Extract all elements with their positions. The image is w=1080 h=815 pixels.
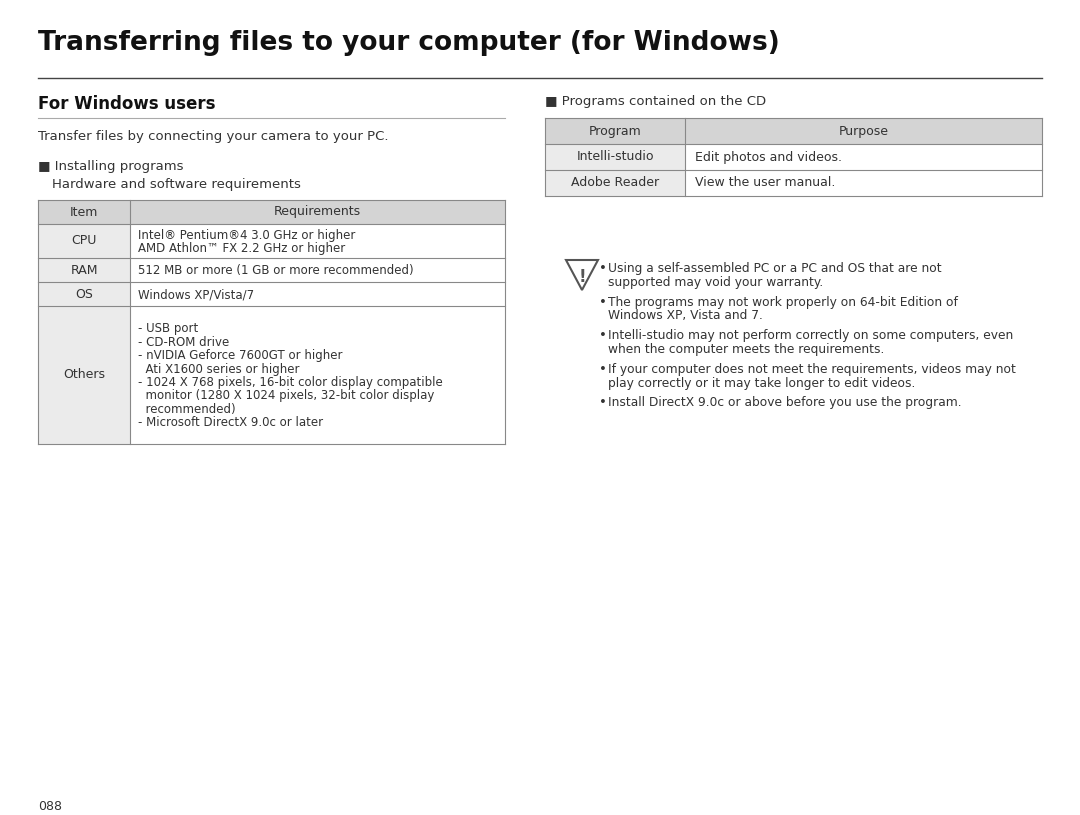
Text: 088: 088	[38, 800, 62, 813]
Bar	[38, 258, 130, 282]
Bar	[685, 144, 1042, 170]
Text: RAM: RAM	[70, 263, 98, 276]
Text: !: !	[578, 267, 585, 285]
Text: ■ Installing programs: ■ Installing programs	[38, 160, 184, 173]
Bar	[545, 144, 685, 170]
Text: •: •	[599, 329, 607, 342]
Text: •: •	[599, 262, 607, 275]
Text: Hardware and software requirements: Hardware and software requirements	[52, 178, 301, 191]
Text: •: •	[599, 396, 607, 409]
Text: Intel® Pentium®4 3.0 GHz or higher: Intel® Pentium®4 3.0 GHz or higher	[138, 228, 355, 241]
Text: recommended): recommended)	[138, 403, 235, 416]
Text: Edit photos and videos.: Edit photos and videos.	[696, 151, 842, 164]
Text: monitor (1280 X 1024 pixels, 32-bit color display: monitor (1280 X 1024 pixels, 32-bit colo…	[138, 390, 434, 403]
Bar	[130, 258, 505, 282]
Bar	[545, 170, 685, 196]
Text: when the computer meets the requirements.: when the computer meets the requirements…	[608, 343, 885, 356]
Text: Program: Program	[589, 125, 642, 138]
Text: CPU: CPU	[71, 235, 97, 248]
Text: •: •	[599, 363, 607, 376]
Text: - USB port: - USB port	[138, 322, 199, 335]
Text: - 1024 X 768 pixels, 16-bit color display compatible: - 1024 X 768 pixels, 16-bit color displa…	[138, 376, 443, 389]
Text: supported may void your warranty.: supported may void your warranty.	[608, 275, 823, 289]
Text: Windows XP/Vista/7: Windows XP/Vista/7	[138, 289, 254, 302]
Text: Others: Others	[63, 368, 105, 381]
Bar	[685, 170, 1042, 196]
Text: - nVIDIA Geforce 7600GT or higher: - nVIDIA Geforce 7600GT or higher	[138, 349, 342, 362]
Text: Install DirectX 9.0c or above before you use the program.: Install DirectX 9.0c or above before you…	[608, 396, 961, 409]
Text: The programs may not work properly on 64-bit Edition of: The programs may not work properly on 64…	[608, 296, 958, 309]
Text: Windows XP, Vista and 7.: Windows XP, Vista and 7.	[608, 310, 762, 323]
Text: - CD-ROM drive: - CD-ROM drive	[138, 336, 229, 349]
Text: OS: OS	[76, 288, 93, 301]
Text: Transferring files to your computer (for Windows): Transferring files to your computer (for…	[38, 30, 780, 56]
Text: Requirements: Requirements	[274, 205, 361, 218]
Text: Purpose: Purpose	[838, 125, 889, 138]
Text: Intelli-studio: Intelli-studio	[577, 151, 653, 164]
Text: If your computer does not meet the requirements, videos may not: If your computer does not meet the requi…	[608, 363, 1016, 376]
Bar	[130, 224, 505, 258]
Bar	[130, 306, 505, 444]
Text: AMD Athlon™ FX 2.2 GHz or higher: AMD Athlon™ FX 2.2 GHz or higher	[138, 242, 346, 255]
Bar	[38, 282, 130, 306]
Text: Item: Item	[70, 205, 98, 218]
Text: For Windows users: For Windows users	[38, 95, 216, 113]
Text: View the user manual.: View the user manual.	[696, 177, 835, 190]
Text: Transfer files by connecting your camera to your PC.: Transfer files by connecting your camera…	[38, 130, 389, 143]
Bar	[130, 282, 505, 306]
Text: Ati X1600 series or higher: Ati X1600 series or higher	[138, 363, 299, 376]
Bar	[38, 224, 130, 258]
Text: Intelli-studio may not perform correctly on some computers, even: Intelli-studio may not perform correctly…	[608, 329, 1013, 342]
Text: Using a self-assembled PC or a PC and OS that are not: Using a self-assembled PC or a PC and OS…	[608, 262, 942, 275]
Text: 512 MB or more (1 GB or more recommended): 512 MB or more (1 GB or more recommended…	[138, 264, 414, 277]
Bar	[38, 200, 505, 224]
Bar	[38, 306, 130, 444]
Bar	[545, 118, 1042, 144]
Text: Adobe Reader: Adobe Reader	[571, 177, 659, 190]
Text: - Microsoft DirectX 9.0c or later: - Microsoft DirectX 9.0c or later	[138, 416, 323, 430]
Text: play correctly or it may take longer to edit videos.: play correctly or it may take longer to …	[608, 377, 916, 390]
Text: ■ Programs contained on the CD: ■ Programs contained on the CD	[545, 95, 766, 108]
Text: •: •	[599, 296, 607, 309]
